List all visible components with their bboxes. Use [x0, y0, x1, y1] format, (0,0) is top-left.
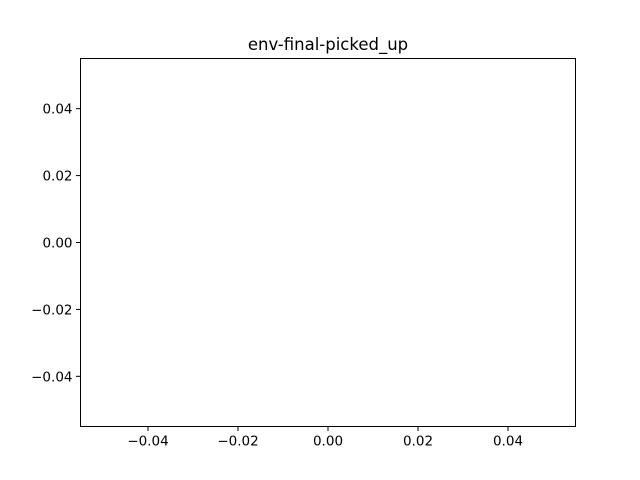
y-tick-label: 0.04 — [42, 102, 72, 118]
x-axis-ticks: −0.04 −0.02 0.00 0.02 0.04 — [127, 426, 523, 450]
y-tick-label: 0.00 — [42, 236, 72, 252]
y-tick-label: −0.04 — [31, 369, 72, 385]
x-tick-label: 0.00 — [313, 434, 343, 450]
x-tick-label: 0.02 — [403, 434, 433, 450]
y-axis-ticks: −0.04 −0.02 0.00 0.02 0.04 — [31, 102, 81, 385]
x-tick-label: −0.02 — [217, 434, 258, 450]
x-tick-label: −0.04 — [127, 434, 168, 450]
chart-title: env-final-picked_up — [248, 35, 408, 55]
plot-area-frame — [80, 58, 576, 427]
x-tick-label: 0.04 — [493, 434, 523, 450]
y-tick-label: −0.02 — [31, 302, 72, 318]
y-tick-label: 0.02 — [42, 169, 72, 185]
